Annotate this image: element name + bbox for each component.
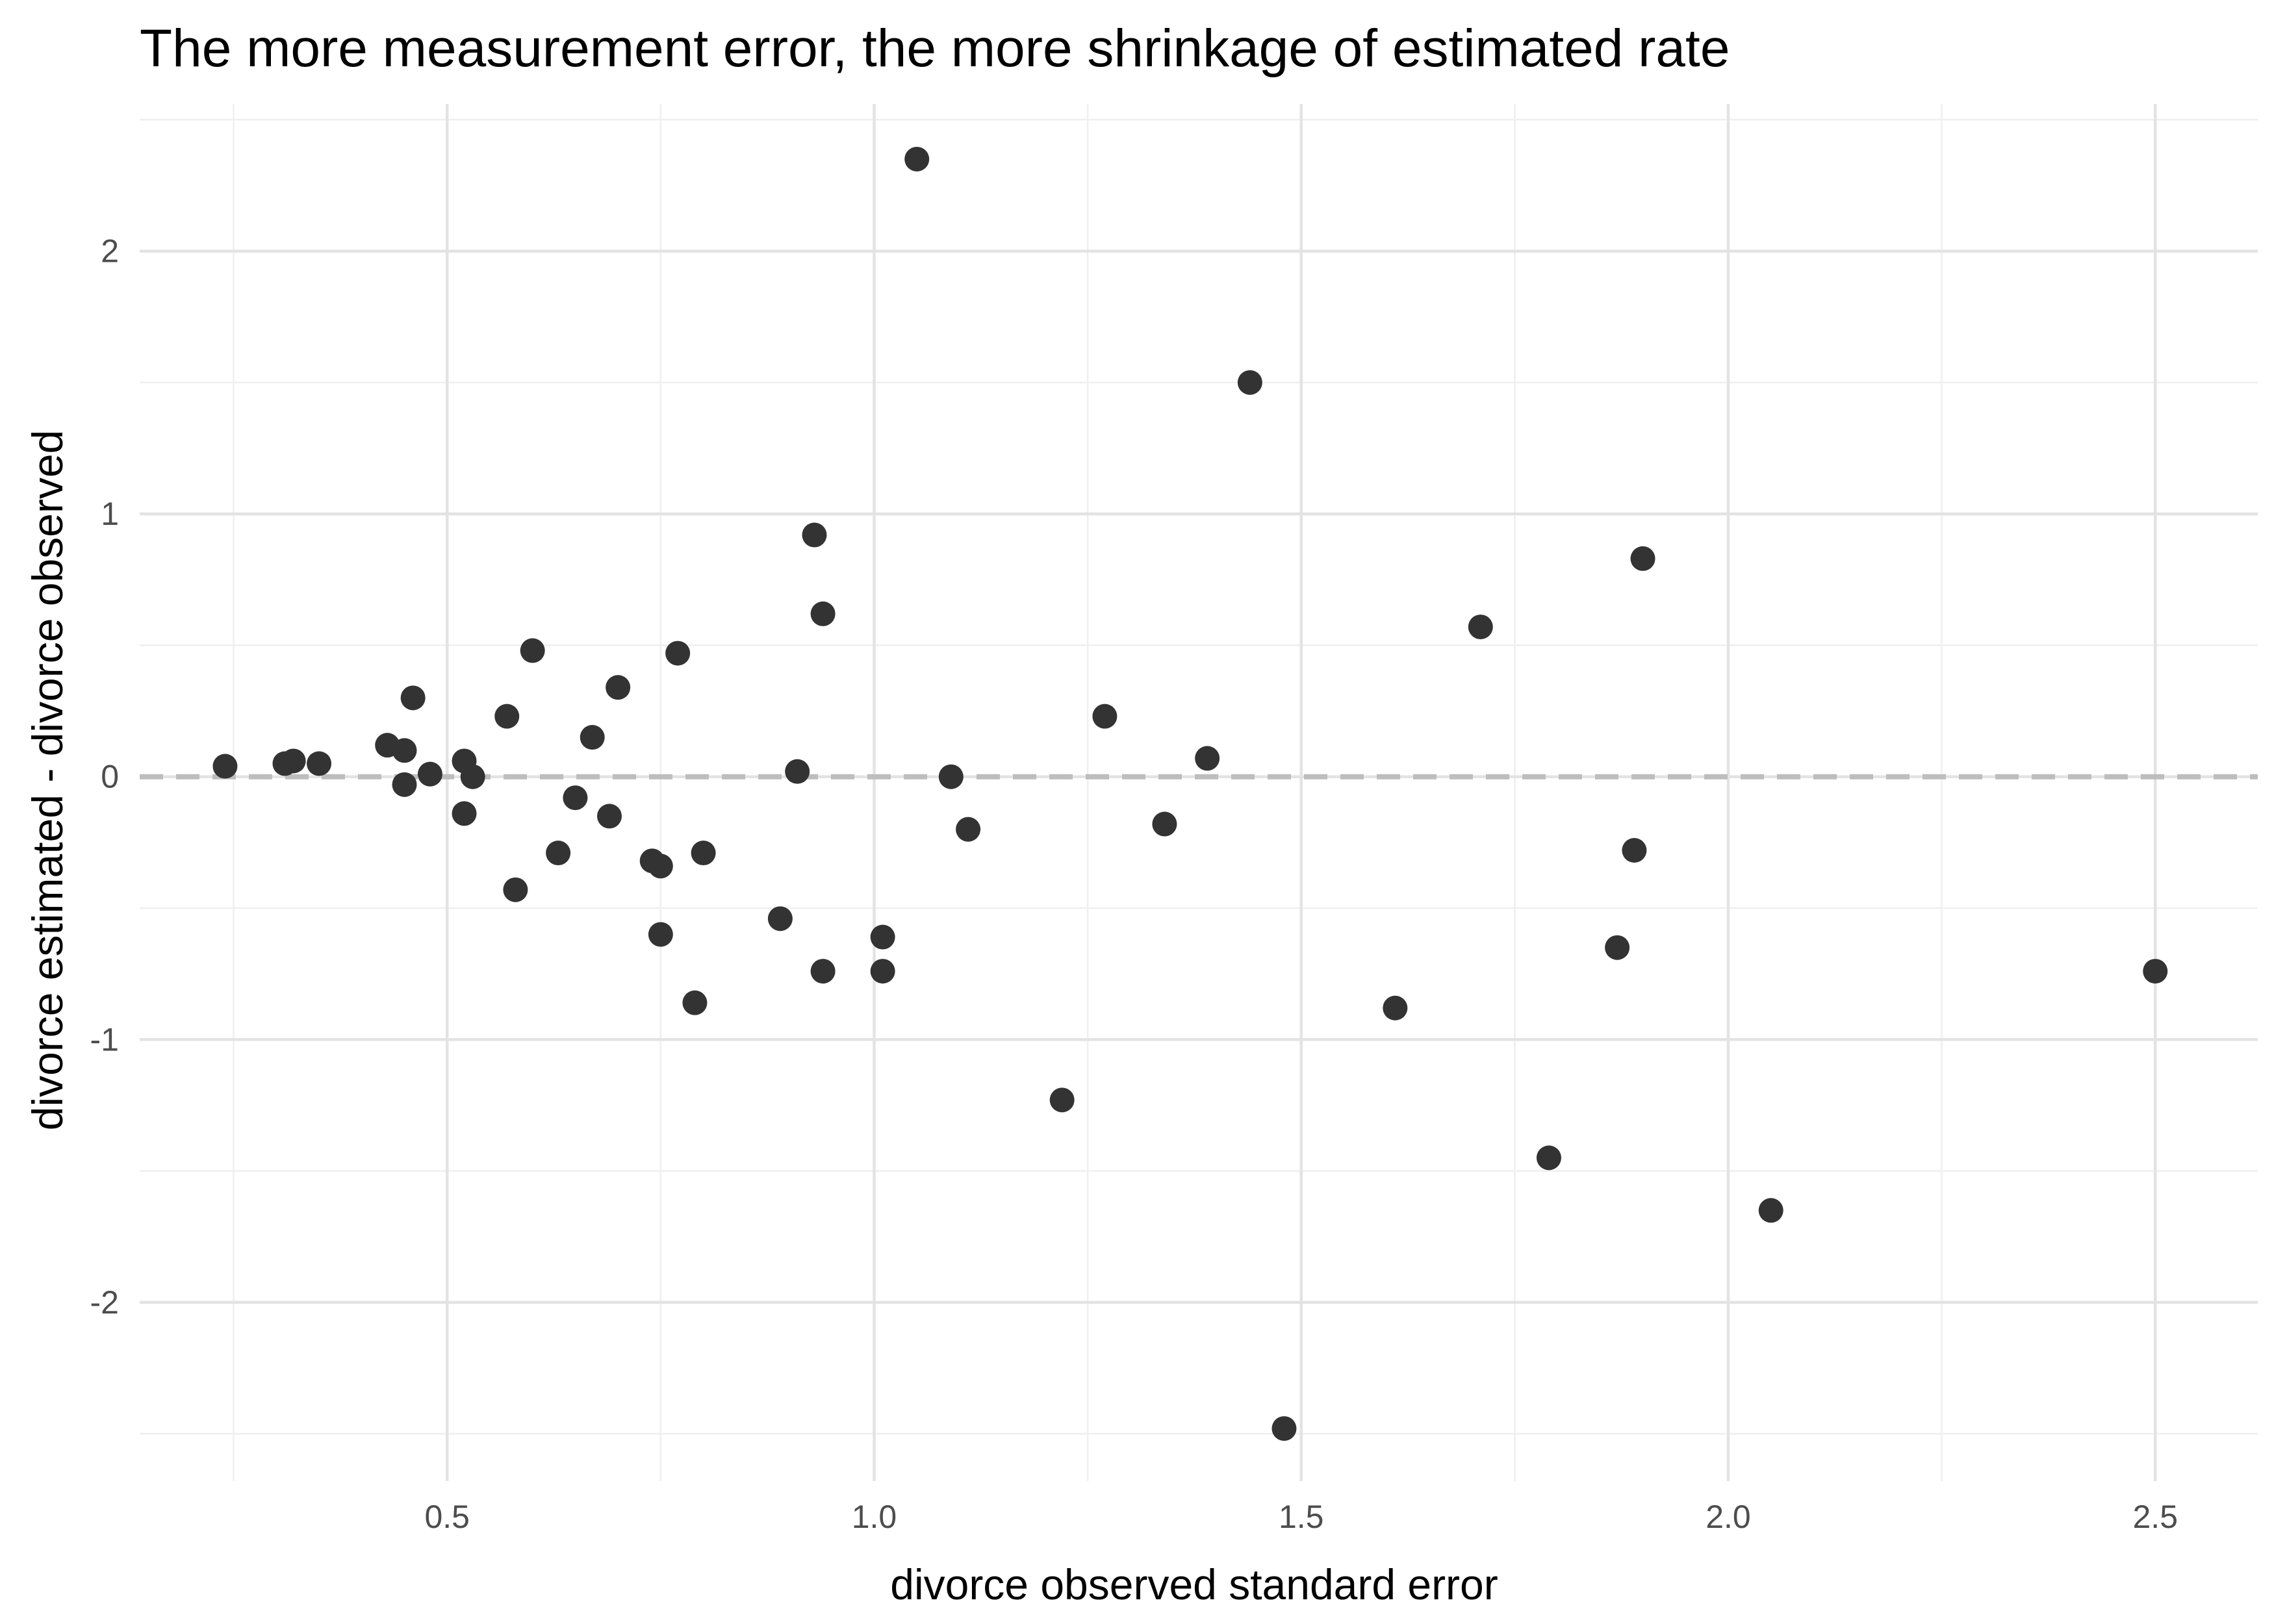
x-tick-label: 2.5 <box>2133 1499 2178 1535</box>
data-point <box>665 641 691 666</box>
data-point <box>785 759 810 784</box>
data-point <box>1622 838 1647 863</box>
x-tick-label: 1.5 <box>1279 1499 1324 1535</box>
y-tick-label: 1 <box>101 496 119 532</box>
data-point <box>392 738 417 763</box>
data-point <box>1630 546 1655 571</box>
data-point <box>1237 370 1262 395</box>
data-point <box>1092 704 1118 729</box>
data-point <box>1605 935 1630 960</box>
x-axis-tick-labels: 0.5 1.0 1.5 2.0 2.5 <box>424 1499 2178 1535</box>
data-point <box>870 959 895 984</box>
data-point <box>580 725 605 750</box>
data-point <box>1049 1087 1075 1113</box>
data-point <box>1152 811 1177 837</box>
data-point <box>494 704 520 729</box>
data-point <box>400 685 426 711</box>
data-points <box>212 146 2168 1441</box>
data-point <box>503 877 528 902</box>
data-point <box>767 906 793 932</box>
data-point <box>392 772 417 797</box>
data-point <box>802 522 827 548</box>
data-point <box>810 601 836 626</box>
data-point <box>904 146 930 171</box>
data-point <box>810 959 836 984</box>
data-point <box>520 638 545 663</box>
data-point <box>648 922 673 947</box>
data-point <box>1536 1145 1561 1171</box>
data-point <box>212 754 238 779</box>
data-point <box>546 841 571 866</box>
x-axis-title: divorce observed standard error <box>890 1560 1498 1608</box>
data-point <box>281 748 306 774</box>
data-point <box>2143 959 2168 984</box>
data-point <box>417 761 442 787</box>
data-point <box>1271 1416 1297 1441</box>
data-point <box>956 817 981 842</box>
data-point <box>307 751 332 776</box>
data-point <box>1758 1198 1783 1223</box>
x-tick-label: 2.0 <box>1706 1499 1751 1535</box>
chart-title: The more measurement error, the more shr… <box>140 19 1730 78</box>
y-tick-label: -2 <box>90 1284 119 1321</box>
data-point <box>1468 615 1493 640</box>
y-tick-label: 0 <box>101 759 119 795</box>
y-axis-title: divorce estimated - divorce observed <box>23 430 71 1131</box>
data-point <box>682 990 708 1015</box>
major-gridlines <box>140 104 2258 1481</box>
y-tick-label: 2 <box>101 233 119 270</box>
data-point <box>596 804 622 829</box>
y-tick-label: -1 <box>90 1021 119 1058</box>
x-tick-label: 1.0 <box>852 1499 897 1535</box>
data-point <box>938 764 964 789</box>
data-point <box>563 785 588 811</box>
y-axis-tick-labels: -2 -1 0 1 2 <box>90 233 119 1321</box>
data-point <box>460 764 485 789</box>
data-point <box>1383 995 1408 1021</box>
data-point <box>648 854 673 879</box>
data-point <box>606 675 631 700</box>
minor-gridlines <box>140 104 2258 1481</box>
x-tick-label: 0.5 <box>424 1499 470 1535</box>
data-point <box>870 924 895 950</box>
data-point <box>1195 746 1220 771</box>
data-point <box>691 841 716 866</box>
data-point <box>452 801 477 826</box>
